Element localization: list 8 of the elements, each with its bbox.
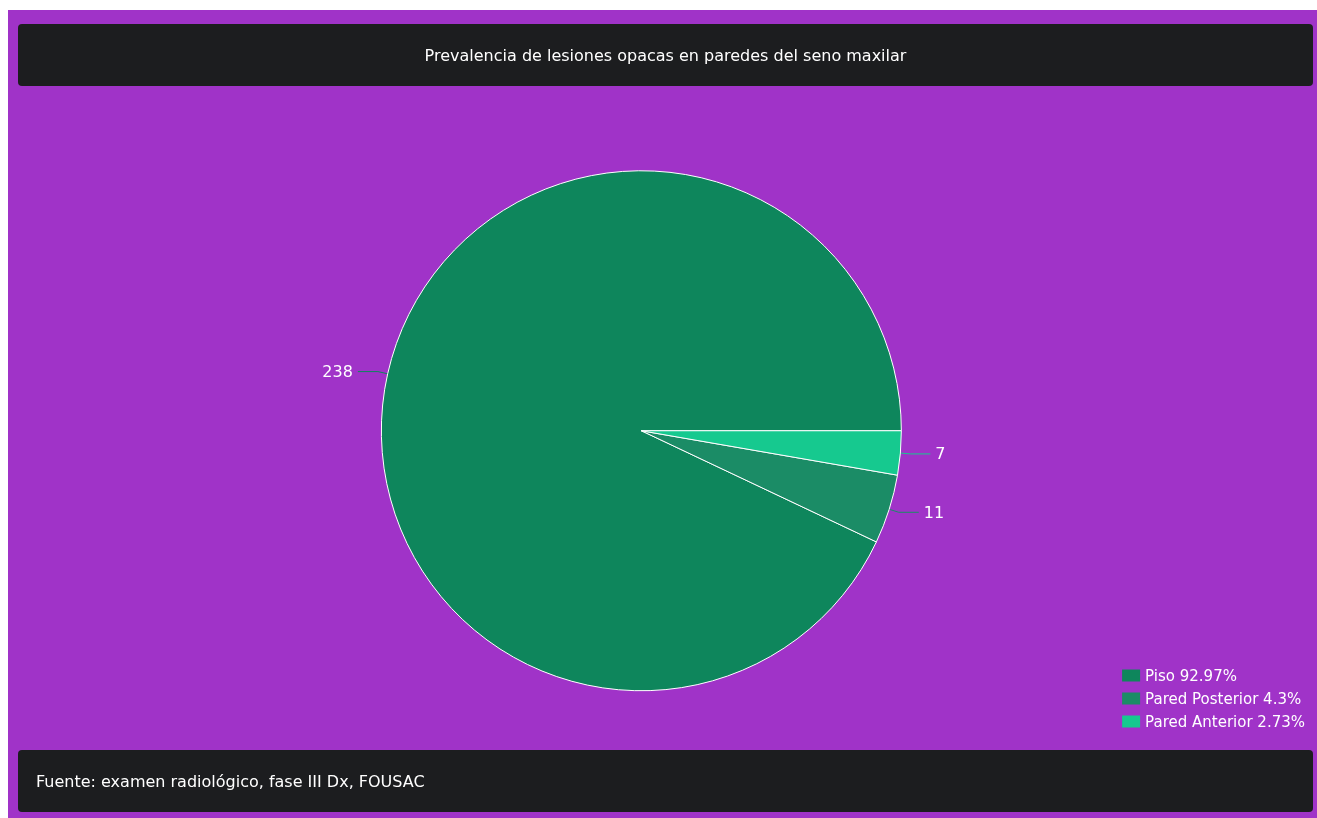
data-label: 238 [322, 362, 353, 382]
source-note: Fuente: examen radiológico, fase III Dx, FOUSAC [18, 750, 1313, 812]
data-label: 11 [923, 502, 945, 522]
legend-label: Pared Anterior 2.73% [1145, 712, 1306, 731]
data-label: 7 [935, 444, 946, 464]
legend-label: Pared Posterior 4.3% [1145, 689, 1302, 708]
legend-label: Piso 92.97% [1145, 666, 1237, 685]
chart-title: Prevalencia de lesiones opacas en paredes del seno maxilar [18, 24, 1313, 86]
